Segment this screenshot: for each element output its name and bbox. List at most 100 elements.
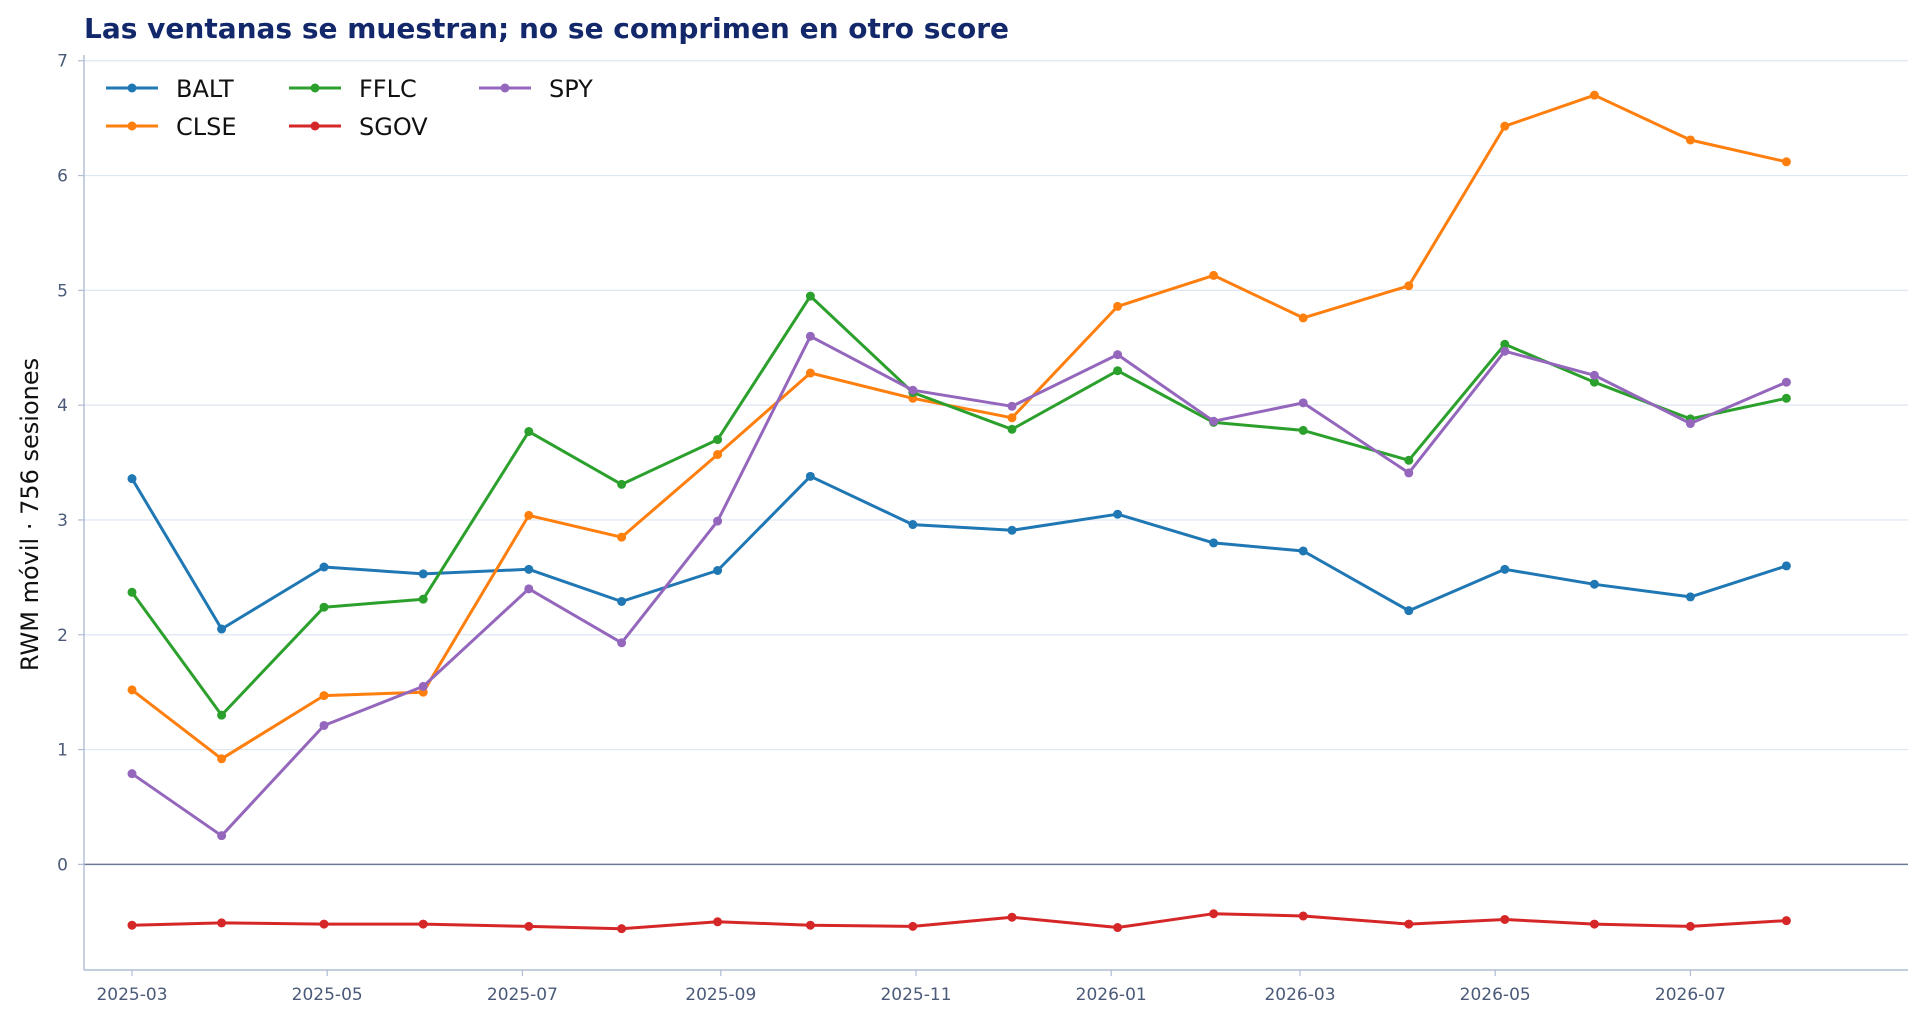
- data-point-balt: [1113, 509, 1123, 519]
- x-tick-label: 2026-01: [1076, 985, 1147, 1005]
- data-point-clse: [1685, 135, 1695, 145]
- data-point-sgov: [1589, 919, 1599, 929]
- x-tick-label: 2025-03: [96, 985, 167, 1005]
- legend: BALT CLSE FFLC SGOV SPY: [106, 75, 593, 141]
- data-point-spy: [908, 385, 918, 395]
- data-point-sgov: [805, 920, 815, 930]
- data-point-clse: [319, 691, 329, 701]
- data-point-balt: [1298, 546, 1308, 556]
- data-point-sgov: [1781, 916, 1791, 926]
- data-point-fflc: [1007, 424, 1017, 434]
- data-point-balt: [319, 562, 329, 572]
- data-point-sgov: [524, 921, 534, 931]
- data-point-balt: [1685, 592, 1695, 602]
- legend-marker-sgov: [310, 121, 320, 131]
- data-point-sgov: [217, 918, 227, 928]
- x-tick-label: 2026-05: [1460, 985, 1531, 1005]
- data-point-fflc: [1404, 455, 1414, 465]
- data-point-balt: [217, 624, 227, 634]
- data-point-balt: [805, 471, 815, 481]
- y-tick-label: 2: [57, 626, 68, 646]
- data-point-balt: [617, 596, 627, 606]
- series-line-spy: [131, 334, 1787, 838]
- legend-label-balt: BALT: [176, 75, 234, 103]
- data-point-sgov: [1404, 919, 1414, 929]
- data-point-spy: [217, 831, 227, 841]
- data-point-spy: [1113, 350, 1123, 360]
- data-point-fflc: [617, 479, 627, 489]
- data-point-balt: [524, 564, 534, 574]
- series-line-sgov: [131, 912, 1787, 931]
- y-axis-label: RWM móvil · 756 sesiones: [16, 358, 44, 671]
- data-point-balt: [1209, 538, 1219, 548]
- x-tick-label: 2025-07: [487, 985, 558, 1005]
- grid-layer: [84, 60, 1908, 751]
- data-point-spy: [713, 516, 723, 526]
- data-point-spy: [418, 681, 428, 691]
- y-tick-label: 6: [57, 167, 68, 187]
- y-tick-label: 1: [57, 741, 68, 761]
- x-tick-label: 2025-11: [880, 985, 951, 1005]
- data-point-sgov: [1007, 912, 1017, 922]
- data-point-clse: [524, 510, 534, 520]
- data-point-spy: [127, 769, 137, 779]
- data-point-sgov: [617, 924, 627, 934]
- legend-label-fflc: FFLC: [359, 75, 417, 103]
- x-tick-label: 2025-09: [685, 985, 756, 1005]
- data-point-fflc: [1781, 393, 1791, 403]
- x-tick-label: 2026-03: [1264, 985, 1335, 1005]
- legend-label-spy: SPY: [549, 75, 593, 103]
- data-point-clse: [1589, 90, 1599, 100]
- series-line-fflc: [130, 294, 1787, 717]
- data-point-balt: [713, 565, 723, 575]
- data-point-spy: [319, 720, 329, 730]
- y-tick-label: 3: [57, 511, 68, 531]
- series-line-balt: [130, 474, 1787, 631]
- legend-marker-spy: [500, 83, 510, 93]
- data-point-spy: [1298, 398, 1308, 408]
- x-tick-label: 2025-05: [292, 985, 363, 1005]
- data-point-spy: [1209, 416, 1219, 426]
- data-point-fflc: [1113, 366, 1123, 376]
- legend-marker-fflc: [310, 83, 320, 93]
- data-point-clse: [217, 754, 227, 764]
- data-point-sgov: [319, 919, 329, 929]
- data-point-clse: [1007, 413, 1017, 423]
- data-point-spy: [524, 584, 534, 594]
- data-point-fflc: [805, 291, 815, 301]
- data-point-spy: [1685, 419, 1695, 429]
- data-point-fflc: [418, 594, 428, 604]
- data-point-spy: [1589, 370, 1599, 380]
- legend-label-clse: CLSE: [176, 113, 237, 141]
- legend-marker-balt: [127, 83, 137, 93]
- data-point-clse: [1404, 281, 1414, 291]
- data-point-sgov: [1298, 911, 1308, 921]
- data-point-clse: [1113, 301, 1123, 311]
- axes-layer: 0 1 2 3 4 5 6 7 2025-03 2025-05 2025-07 2025-09 2025…: [57, 52, 1908, 1005]
- data-point-sgov: [1500, 914, 1510, 924]
- data-point-clse: [1298, 313, 1308, 323]
- data-point-balt: [908, 520, 918, 530]
- data-point-spy: [1404, 468, 1414, 478]
- data-point-sgov: [713, 917, 723, 927]
- data-point-fflc: [1500, 339, 1510, 349]
- data-point-balt: [418, 569, 428, 579]
- data-point-spy: [805, 331, 815, 341]
- y-tick-label: 5: [57, 281, 68, 301]
- data-point-sgov: [1685, 921, 1695, 931]
- data-point-clse: [1209, 270, 1219, 280]
- y-tick-label: 0: [57, 855, 68, 875]
- data-point-clse: [617, 532, 627, 542]
- data-point-balt: [1500, 564, 1510, 574]
- y-tick-label: 4: [57, 396, 68, 416]
- data-point-sgov: [127, 920, 137, 930]
- data-point-spy: [1781, 377, 1791, 387]
- data-point-sgov: [908, 921, 918, 931]
- data-point-fflc: [713, 435, 723, 445]
- data-point-sgov: [1113, 923, 1123, 933]
- data-point-fflc: [524, 427, 534, 437]
- data-point-fflc: [1298, 425, 1308, 435]
- data-point-sgov: [418, 919, 428, 929]
- data-point-clse: [1781, 157, 1791, 167]
